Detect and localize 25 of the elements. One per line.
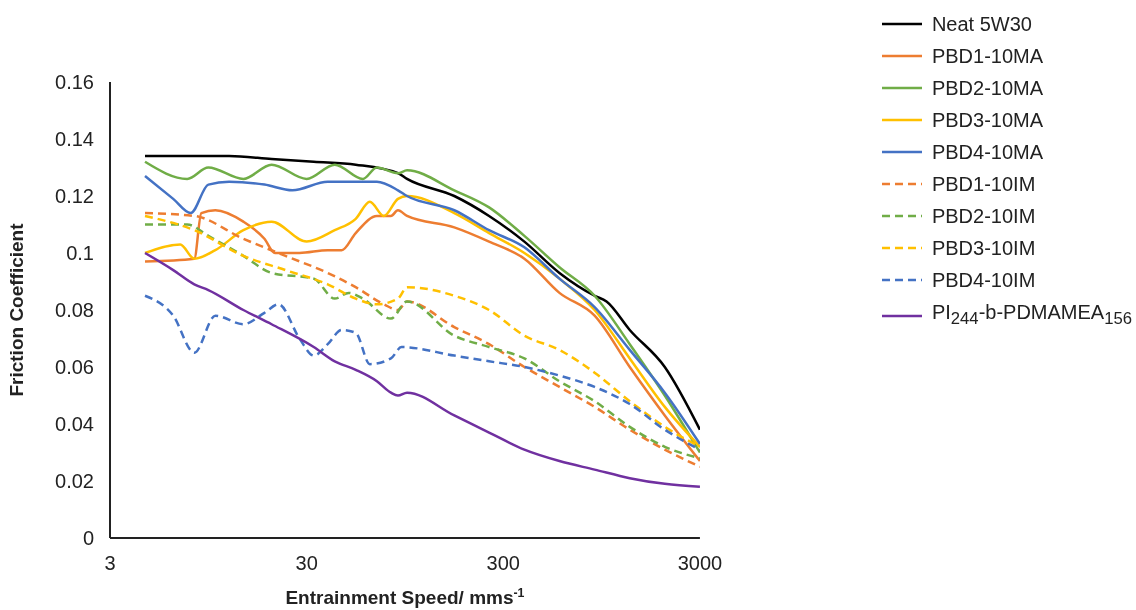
legend-label: PBD2-10IM: [931, 204, 1036, 229]
y-axis-title: Friction Coefficient: [6, 222, 28, 397]
y-tick-label: 0.08: [55, 299, 94, 322]
legend-label: Neat 5W30: [931, 12, 1032, 37]
legend-label: PBD2-10MA: [931, 76, 1044, 101]
legend-label: PBD1-10MA: [931, 44, 1044, 69]
x-tick-label: 3000: [677, 552, 723, 575]
y-tick-label: 0.1: [66, 242, 94, 265]
x-tick-label: 3: [104, 552, 116, 575]
x-axis-title: Entrainment Speed/ mms$^{-1}$: [285, 586, 525, 608]
legend-label: PBD1-10IM: [931, 172, 1036, 197]
legend-label: PI$_{244}$-b-PDMAMEA$_{156}$: [931, 300, 1132, 330]
y-tick-label: 0.14: [55, 128, 94, 151]
legend-label: PBD4-10IM: [931, 268, 1036, 293]
y-tick-label: 0.04: [55, 413, 94, 436]
y-tick-label: 0: [82, 527, 94, 550]
y-tick-label: 0.16: [55, 71, 94, 94]
y-tick-label: 0.12: [55, 185, 94, 208]
y-tick-label: 0.06: [55, 356, 94, 379]
x-tick-label: 30: [295, 552, 318, 575]
legend-label: PBD3-10IM: [931, 236, 1036, 261]
legend-label: PBD3-10MA: [931, 108, 1044, 133]
legend-label: PBD4-10MA: [931, 140, 1044, 165]
y-tick-label: 0.02: [55, 470, 94, 493]
x-tick-label: 300: [486, 552, 520, 575]
